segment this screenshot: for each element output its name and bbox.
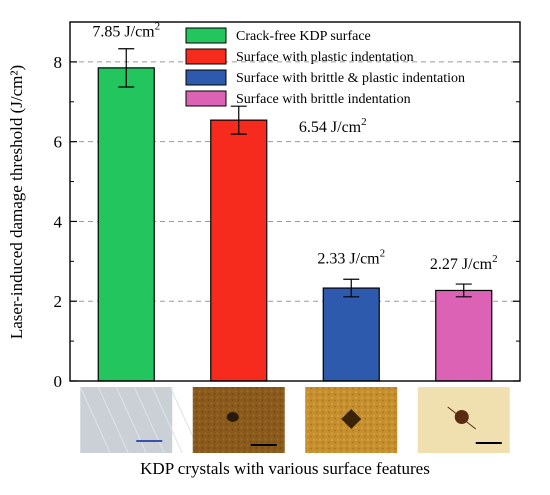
y-tick-label: 4 xyxy=(54,212,63,231)
thumbnail-plastic xyxy=(192,387,285,453)
y-axis: 0 2 4 6 8 xyxy=(54,53,520,391)
legend-swatch xyxy=(185,48,227,65)
y-tick-label: 0 xyxy=(54,372,63,391)
indentation-mark xyxy=(341,409,362,429)
legend-swatch xyxy=(185,90,227,107)
error-bars xyxy=(118,48,472,298)
y-tick-label: 6 xyxy=(54,133,63,152)
data-label: 7.85 J/cm2 xyxy=(92,21,160,41)
texture-line xyxy=(97,386,129,454)
bar xyxy=(435,289,493,382)
data-label: 2.27 J/cm2 xyxy=(430,253,498,273)
legend-label: Surface with plastic indentation xyxy=(236,50,414,65)
y-axis-label: Laser-induced damage threshold (J/cm²) xyxy=(7,65,26,339)
legend-swatch xyxy=(185,69,227,86)
legend-label: Surface with brittle & plastic indentati… xyxy=(236,71,465,86)
y-tick-label: 2 xyxy=(54,292,63,311)
thumbnail-image xyxy=(192,387,285,453)
thumbnail-brittle-plastic xyxy=(305,387,398,453)
surface-thumbnails xyxy=(79,386,510,454)
x-axis-label: KDP crystals with various surface featur… xyxy=(140,459,430,478)
texture-line xyxy=(151,386,183,454)
legend-swatch xyxy=(185,27,227,44)
bar xyxy=(322,287,380,382)
data-label: 6.54 J/cm2 xyxy=(299,116,367,136)
value-labels: 7.85 J/cm2 6.54 J/cm2 2.33 J/cm2 2.27 J/cm2 xyxy=(92,21,497,273)
bar xyxy=(210,119,268,382)
indentation-mark xyxy=(226,412,239,422)
crack-line xyxy=(447,406,477,430)
thumbnail-image xyxy=(80,387,173,453)
legend: Crack-free KDP surface Surface with plast… xyxy=(185,27,465,107)
y-tick-label: 8 xyxy=(54,53,63,72)
data-label: 2.33 J/cm2 xyxy=(317,247,385,267)
bar xyxy=(97,67,155,382)
legend-label: Surface with brittle indentation xyxy=(236,92,411,107)
thumbnail-brittle xyxy=(417,387,510,453)
thumbnail-crack-free xyxy=(79,386,201,454)
bars xyxy=(97,67,493,382)
texture-line xyxy=(79,386,111,454)
legend-label: Crack-free KDP surface xyxy=(236,29,371,44)
plot-frame xyxy=(69,21,521,382)
